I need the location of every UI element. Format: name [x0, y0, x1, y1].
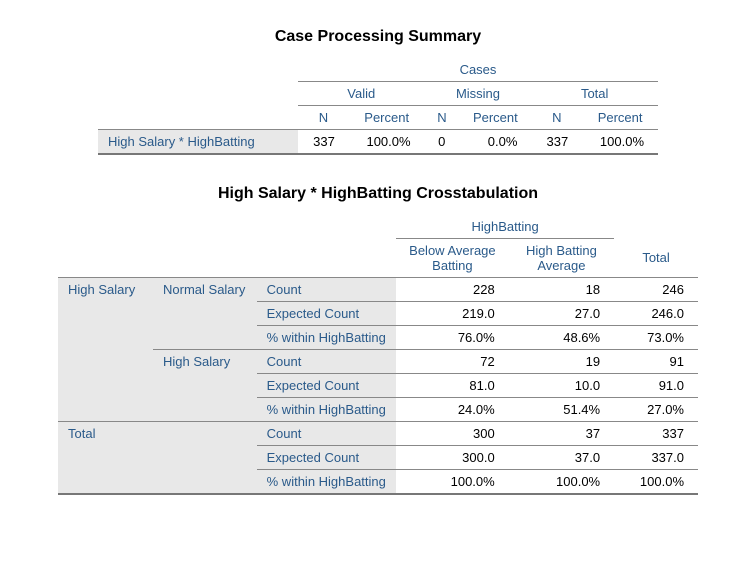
- crosstab-cell: 27.0%: [614, 398, 698, 422]
- summary-sub-pct-1: Percent: [349, 106, 425, 130]
- crosstab-col-0: Below Average Batting: [396, 239, 509, 278]
- crosstab-cell: 100.0%: [509, 470, 614, 495]
- summary-cell: 0.0%: [459, 130, 531, 155]
- crosstab-stat-count: Count: [257, 278, 396, 302]
- summary-table: Cases Valid Missing Total N Percent N Pe…: [98, 58, 658, 155]
- summary-sub-n-1: N: [298, 106, 349, 130]
- summary-sub-pct-3: Percent: [582, 106, 658, 130]
- crosstab-cell: 37: [509, 422, 614, 446]
- crosstab-group-1-label: High Salary: [153, 350, 257, 422]
- summary-group-valid: Valid: [298, 82, 425, 106]
- summary-title: Case Processing Summary: [30, 28, 726, 46]
- crosstab-stat-expected: Expected Count: [257, 374, 396, 398]
- summary-cell: 337: [531, 130, 582, 155]
- crosstab-cell: 246: [614, 278, 698, 302]
- crosstab-cell: 76.0%: [396, 326, 509, 350]
- crosstab-cell: 337.0: [614, 446, 698, 470]
- crosstab-cell: 51.4%: [509, 398, 614, 422]
- crosstab-cell: 300.0: [396, 446, 509, 470]
- summary-sub-n-3: N: [531, 106, 582, 130]
- summary-row-label: High Salary * HighBatting: [98, 130, 298, 155]
- summary-cell: 337: [298, 130, 349, 155]
- summary-group-total: Total: [531, 82, 658, 106]
- crosstab-cell: 27.0: [509, 302, 614, 326]
- crosstab-title: High Salary * HighBatting Crosstabulatio…: [30, 185, 726, 203]
- crosstab-cell: 18: [509, 278, 614, 302]
- crosstab-cell: 246.0: [614, 302, 698, 326]
- crosstab-cell: 19: [509, 350, 614, 374]
- crosstab-stat-pct: % within HighBatting: [257, 326, 396, 350]
- crosstab-cell: 100.0%: [396, 470, 509, 495]
- summary-cell: 100.0%: [582, 130, 658, 155]
- summary-sub-pct-2: Percent: [459, 106, 531, 130]
- summary-group-missing: Missing: [425, 82, 532, 106]
- summary-sub-n-2: N: [425, 106, 460, 130]
- crosstab-cell: 300: [396, 422, 509, 446]
- crosstab-col-super: HighBatting: [396, 215, 614, 239]
- crosstab-cell: 73.0%: [614, 326, 698, 350]
- crosstab-cell: 91: [614, 350, 698, 374]
- crosstab-cell: 24.0%: [396, 398, 509, 422]
- crosstab-cell: 219.0: [396, 302, 509, 326]
- crosstab-col-total: Total: [614, 239, 698, 278]
- crosstab-cell: 228: [396, 278, 509, 302]
- crosstab-stat-pct: % within HighBatting: [257, 398, 396, 422]
- crosstab-stat-count: Count: [257, 422, 396, 446]
- crosstab-cell: 91.0: [614, 374, 698, 398]
- crosstab-cell: 48.6%: [509, 326, 614, 350]
- crosstab-cell: 100.0%: [614, 470, 698, 495]
- crosstab-total-label: Total: [58, 422, 153, 495]
- summary-super-header: Cases: [298, 58, 658, 82]
- crosstab-table: HighBatting Below Average Batting High B…: [58, 215, 698, 495]
- crosstab-stat-expected: Expected Count: [257, 302, 396, 326]
- crosstab-stat-count: Count: [257, 350, 396, 374]
- crosstab-stat-expected: Expected Count: [257, 446, 396, 470]
- crosstab-stat-pct: % within HighBatting: [257, 470, 396, 495]
- crosstab-outer-var: High Salary: [58, 278, 153, 422]
- crosstab-cell: 10.0: [509, 374, 614, 398]
- crosstab-col-1: High Batting Average: [509, 239, 614, 278]
- crosstab-cell: 337: [614, 422, 698, 446]
- crosstab-group-0-label: Normal Salary: [153, 278, 257, 350]
- crosstab-cell: 81.0: [396, 374, 509, 398]
- summary-cell: 0: [425, 130, 460, 155]
- crosstab-cell: 72: [396, 350, 509, 374]
- summary-cell: 100.0%: [349, 130, 425, 155]
- crosstab-cell: 37.0: [509, 446, 614, 470]
